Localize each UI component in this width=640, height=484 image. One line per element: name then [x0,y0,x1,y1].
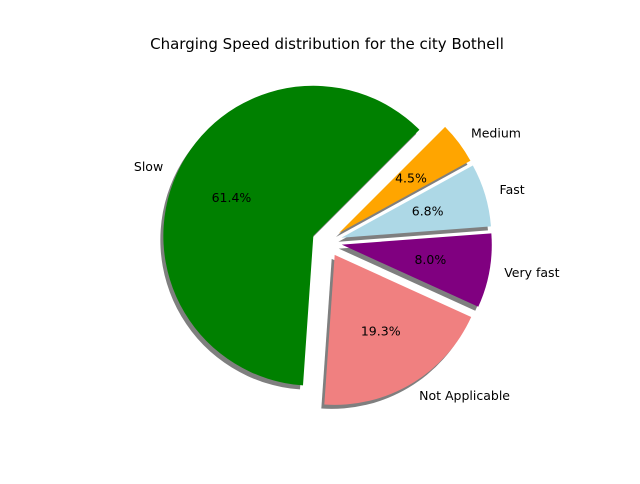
pie-slice-not-applicable [324,254,472,405]
slice-label-not-applicable: Not Applicable [419,388,510,403]
slice-percent-medium: 4.5% [395,170,427,185]
slice-label-very-fast: Very fast [504,265,559,280]
pie-slice-slow [163,85,420,386]
slice-percent-very-fast: 8.0% [414,252,446,267]
slice-label-slow: Slow [134,159,163,174]
pie-slice-medium [338,126,471,233]
pie-slice-fast [341,165,491,238]
pie-slices [163,85,492,405]
slice-labels: Slow 61.4% Not Applicable 19.3% Very fast 8.0… [134,125,560,403]
slice-percent-not-applicable: 19.3% [361,324,401,339]
slice-percent-slow: 61.4% [212,190,252,205]
pie-slice-very-fast [341,233,492,307]
chart-title: Charging Speed distribution for the city… [150,35,504,53]
slice-label-fast: Fast [500,182,525,197]
slice-label-medium: Medium [471,125,521,140]
slice-percent-fast: 6.8% [412,204,444,219]
